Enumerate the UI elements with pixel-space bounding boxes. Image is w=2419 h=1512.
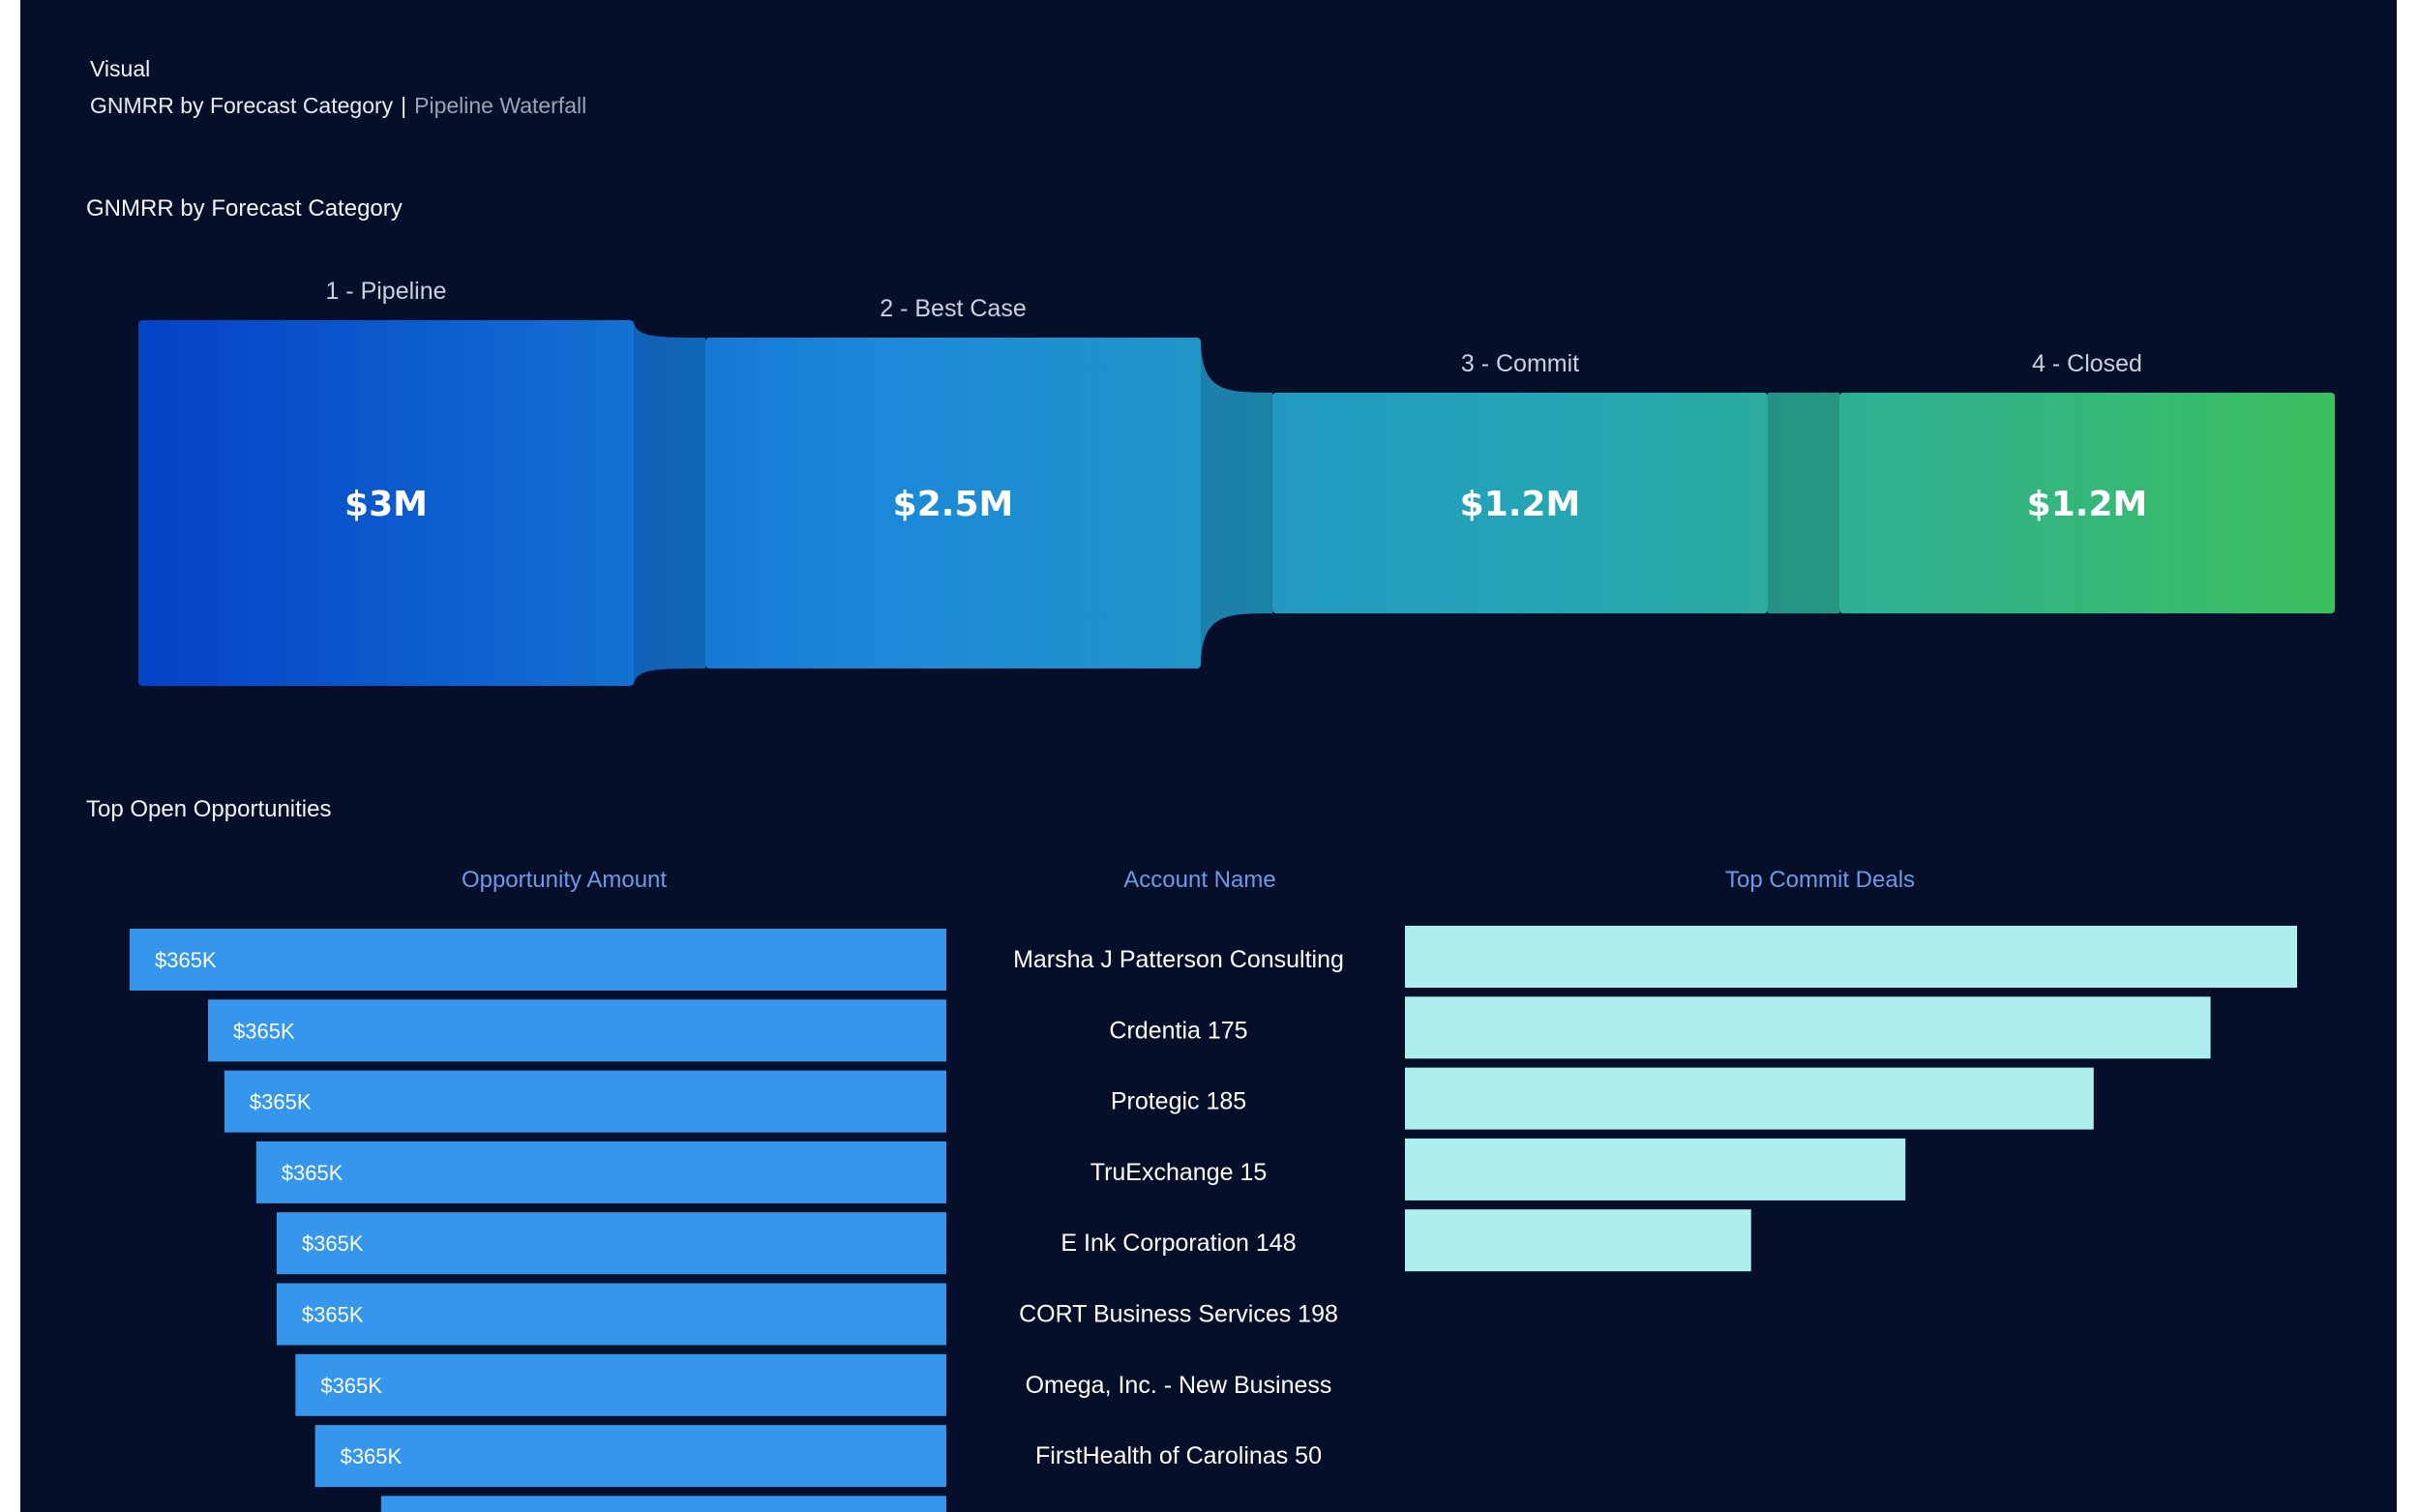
funnel-stage-label: 3 - Commit	[1461, 350, 1579, 377]
column-header-top-commit-deals: Top Commit Deals	[1724, 867, 1916, 893]
funnel-stage-label: 1 - Pipeline	[325, 278, 446, 305]
funnel-connector	[1768, 392, 1839, 614]
funnel-chart: 1 - Pipeline $3M 2 - Best Case $2.5M 3 - Com…	[138, 278, 2335, 686]
dashboard-canvas: Visual GNMRR by Forecast Category | Pipeli…	[20, 0, 2397, 1512]
breadcrumb: GNMRR by Forecast Category | Pipeline Wate…	[90, 93, 586, 119]
visual-label: Visual	[90, 56, 151, 81]
account-name: Marsha J Patterson Consulting	[1013, 946, 1344, 973]
account-name: TruExchange 15	[1090, 1159, 1268, 1186]
funnel-stage-value: $1.2M	[2027, 485, 2148, 524]
opportunity-amount-bar[interactable]	[276, 1283, 946, 1346]
opportunity-amount-label: $365K	[302, 1303, 364, 1327]
account-name: Protegic 185	[1111, 1088, 1246, 1115]
opportunity-amount-bar[interactable]	[208, 999, 947, 1062]
breadcrumb-sub[interactable]: Pipeline Waterfall	[414, 93, 587, 118]
funnel-connector	[634, 320, 705, 686]
opportunity-amount-label: $365K	[282, 1161, 343, 1185]
top-commit-deal-bar[interactable]	[1405, 1138, 1906, 1201]
breadcrumb-separator: |	[401, 93, 407, 118]
column-header-opportunity-amount: Opportunity Amount	[461, 867, 668, 893]
funnel-connector	[1201, 338, 1272, 668]
opportunity-amount-label: $365K	[250, 1090, 312, 1114]
funnel-stage-label: 2 - Best Case	[880, 295, 1026, 322]
funnel-stage-1-pipeline[interactable]	[138, 320, 634, 686]
opportunity-amount-label: $365K	[155, 948, 217, 972]
account-name: Crdentia 175	[1109, 1017, 1247, 1044]
opportunity-amount-bar[interactable]	[276, 1212, 946, 1275]
funnel-chart-title: GNMRR by Forecast Category	[86, 195, 403, 222]
account-name: CORT Business Services 198	[1019, 1301, 1338, 1328]
column-header-account-name: Account Name	[1123, 867, 1276, 893]
top-commit-deal-bar[interactable]	[1405, 926, 2297, 988]
funnel-stage-2-best-case[interactable]	[705, 338, 1201, 668]
funnel-stage-3-commit[interactable]	[1272, 392, 1768, 614]
opportunity-amount-bar[interactable]	[255, 1141, 946, 1203]
opportunity-amount-bar[interactable]	[314, 1425, 946, 1488]
opportunity-amount-label: $365K	[341, 1444, 403, 1468]
funnel-stage-label: 4 - Closed	[2032, 350, 2142, 377]
opportunities-chart-title: Top Open Opportunities	[86, 796, 332, 822]
funnel-stage-value: $2.5M	[893, 485, 1014, 524]
opportunities-chart: $365K Marsha J Patterson Consulting $365K C…	[130, 926, 2297, 1512]
breadcrumb-main[interactable]: GNMRR by Forecast Category	[90, 93, 394, 118]
top-commit-deal-bar[interactable]	[1405, 996, 2211, 1059]
opportunity-amount-label: $365K	[320, 1374, 382, 1398]
opportunity-amount-bar[interactable]	[130, 929, 946, 991]
account-name: E Ink Corporation 148	[1060, 1230, 1296, 1257]
opportunity-amount-bar[interactable]	[380, 1496, 946, 1512]
funnel-stage-4-closed[interactable]	[1839, 392, 2335, 614]
account-name: FirstHealth of Carolinas 50	[1035, 1442, 1322, 1469]
opportunity-amount-label: $365K	[302, 1231, 364, 1256]
funnel-connector-shade	[634, 320, 705, 686]
funnel-stage-value: $1.2M	[1460, 485, 1581, 524]
opportunity-amount-bar[interactable]	[295, 1353, 946, 1416]
top-commit-deal-bar[interactable]	[1405, 1209, 1751, 1272]
opportunity-amount-label: $365K	[233, 1019, 295, 1043]
opportunity-amount-bar[interactable]	[224, 1070, 947, 1133]
funnel-stage-value: $3M	[344, 485, 428, 524]
funnel-connector-shade	[1768, 392, 1839, 614]
funnel-connector-shade	[1201, 338, 1272, 668]
account-name: Omega, Inc. - New Business	[1026, 1372, 1332, 1399]
top-commit-deal-bar[interactable]	[1405, 1067, 2094, 1130]
